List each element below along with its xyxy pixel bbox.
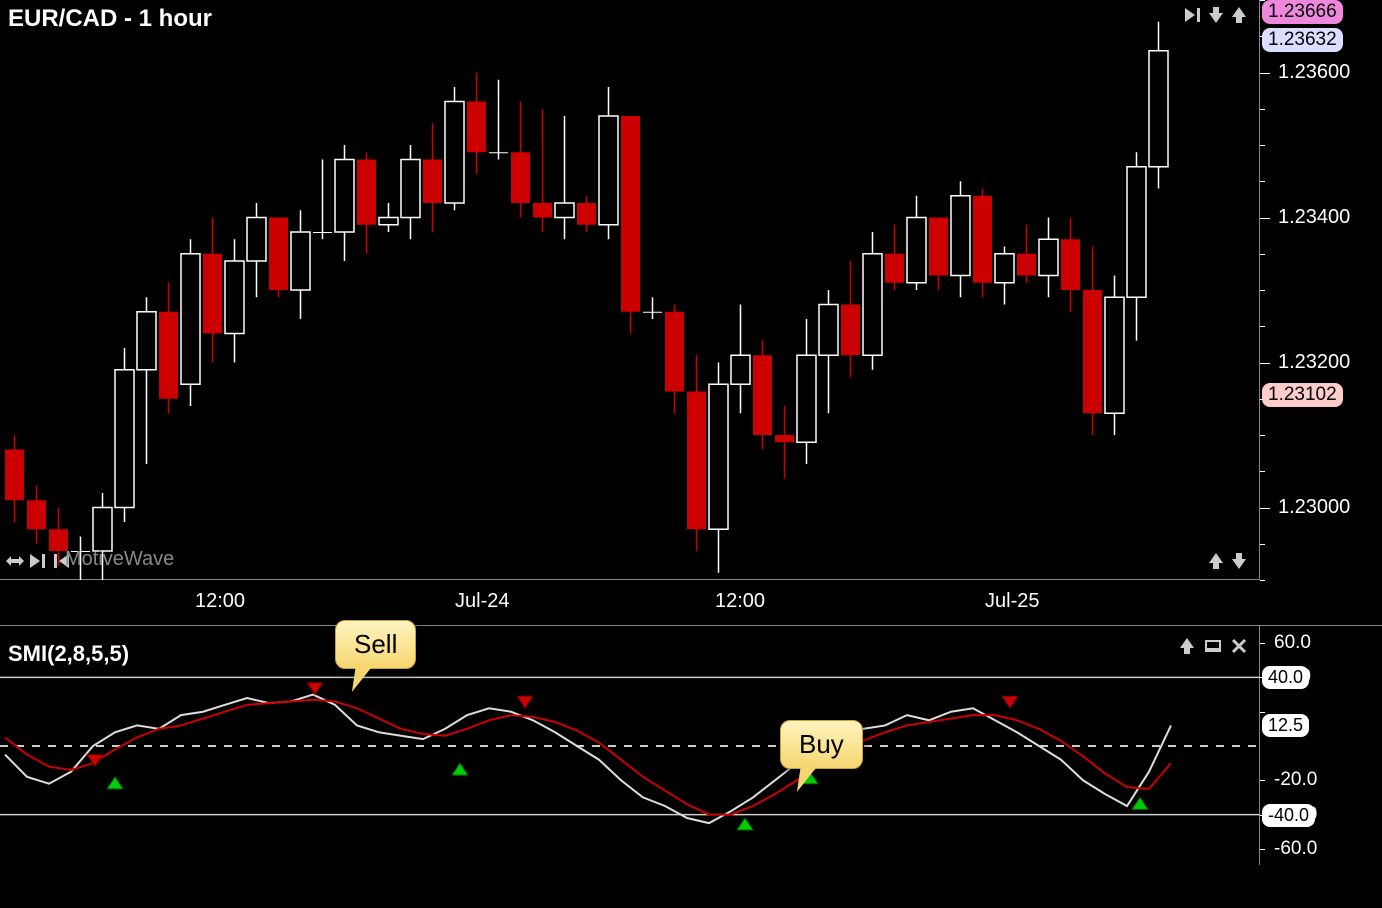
price-tick-label: 1.23200 bbox=[1278, 351, 1350, 374]
price-axis[interactable]: 1.23600 1.23400 1.23200 1.23000 1.23666 1.236… bbox=[1260, 0, 1382, 580]
price-tick-label: 1.23400 bbox=[1278, 206, 1350, 229]
price-badge: 1.23666 bbox=[1262, 0, 1343, 24]
chart-bottom-right-nav bbox=[1206, 551, 1249, 571]
arrow-right-stop-icon[interactable] bbox=[28, 551, 48, 571]
time-tick-label: Jul-25 bbox=[985, 590, 1039, 613]
price-chart-panel[interactable]: EUR/CAD - 1 hour MotiveWave bbox=[0, 0, 1260, 580]
indicator-panel[interactable]: SMI(2,8,5,5) bbox=[0, 625, 1260, 865]
indicator-chart bbox=[0, 626, 1260, 866]
arrow-down-icon[interactable] bbox=[1206, 5, 1226, 25]
indicator-axis[interactable]: 60.040.0-20.0-40.0-60.040.012.5-40.0 bbox=[1260, 625, 1382, 865]
indicator-title: SMI(2,8,5,5) bbox=[8, 641, 129, 667]
time-tick-label: 12:00 bbox=[715, 590, 765, 613]
chart-top-nav bbox=[1183, 5, 1249, 25]
price-tick-label: 1.23600 bbox=[1278, 61, 1350, 84]
indicator-tick-label: -60.0 bbox=[1274, 838, 1317, 860]
arrow-expand-h-icon[interactable] bbox=[5, 551, 25, 571]
signal-tooltip: Buy bbox=[780, 720, 863, 769]
price-tick-label: 1.23000 bbox=[1278, 496, 1350, 519]
close-icon[interactable] bbox=[1229, 636, 1249, 656]
signal-tooltip: Sell bbox=[335, 620, 416, 669]
indicator-badge: -40.0 bbox=[1262, 804, 1315, 827]
minimize-icon[interactable] bbox=[1203, 636, 1223, 656]
candlestick-chart bbox=[0, 0, 1260, 580]
time-axis[interactable]: 12:00 Jul-24 12:00 Jul-25 bbox=[0, 580, 1260, 625]
indicator-badge: 12.5 bbox=[1262, 714, 1309, 737]
arrow-up-icon[interactable] bbox=[1206, 551, 1226, 571]
arrow-up-icon[interactable] bbox=[1177, 636, 1197, 656]
indicator-tick-label: 60.0 bbox=[1274, 632, 1311, 654]
time-tick-label: 12:00 bbox=[195, 590, 245, 613]
chart-title: EUR/CAD - 1 hour bbox=[8, 5, 212, 33]
arrow-right-stop-icon[interactable] bbox=[1183, 5, 1203, 25]
time-tick-label: Jul-24 bbox=[455, 590, 509, 613]
price-badge: 1.23632 bbox=[1262, 28, 1343, 52]
indicator-badge: 40.0 bbox=[1262, 666, 1309, 689]
arrow-down-icon[interactable] bbox=[1229, 551, 1249, 571]
arrow-up-icon[interactable] bbox=[1229, 5, 1249, 25]
watermark-label: MotiveWave bbox=[65, 548, 174, 571]
chart-bottom-left-nav bbox=[5, 551, 71, 571]
indicator-panel-controls bbox=[1177, 636, 1249, 656]
indicator-tick-label: -20.0 bbox=[1274, 769, 1317, 791]
price-badge: 1.23102 bbox=[1262, 383, 1343, 407]
